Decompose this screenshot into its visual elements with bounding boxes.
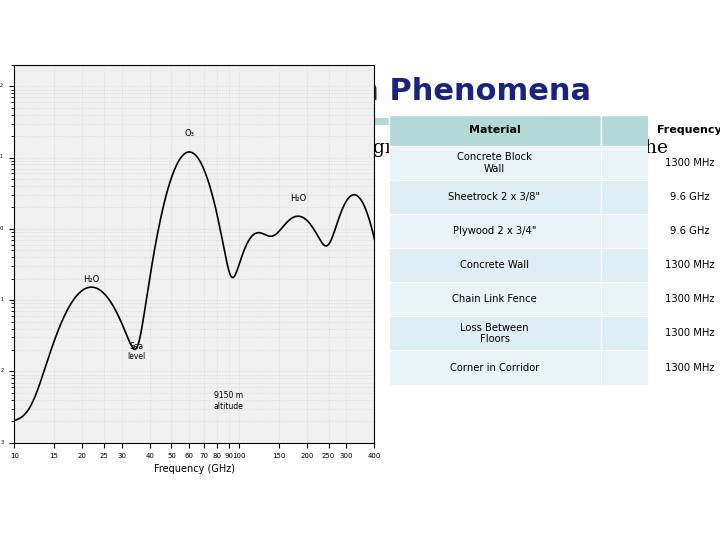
- Text: 1300 MHz: 1300 MHz: [665, 294, 714, 305]
- FancyBboxPatch shape: [389, 248, 600, 282]
- Text: 1300 MHz: 1300 MHz: [665, 260, 714, 270]
- Text: 1300 MHz: 1300 MHz: [665, 362, 714, 373]
- Text: Attenuation→  decrease in signal power due to losses in the: Attenuation→ decrease in signal power du…: [104, 139, 668, 157]
- FancyBboxPatch shape: [600, 282, 720, 316]
- Text: Frequency: Frequency: [657, 125, 720, 136]
- FancyBboxPatch shape: [90, 65, 648, 119]
- FancyBboxPatch shape: [600, 146, 720, 180]
- FancyBboxPatch shape: [600, 180, 720, 214]
- Text: 1300 MHz: 1300 MHz: [665, 328, 714, 339]
- Text: Chain Link Fence: Chain Link Fence: [452, 294, 537, 305]
- X-axis label: Frequency (GHz): Frequency (GHz): [154, 464, 235, 474]
- Text: Corner in Corridor: Corner in Corridor: [450, 362, 539, 373]
- FancyBboxPatch shape: [600, 350, 720, 384]
- Text: O₃: O₃: [184, 129, 194, 138]
- Text: Concrete Block
Wall: Concrete Block Wall: [457, 152, 532, 174]
- FancyBboxPatch shape: [600, 114, 720, 146]
- FancyBboxPatch shape: [600, 214, 720, 248]
- Text: propagation path.: propagation path.: [104, 168, 273, 186]
- Text: Plywood 2 x 3/4": Plywood 2 x 3/4": [453, 226, 536, 236]
- Text: H₂O: H₂O: [290, 193, 306, 202]
- Text: 9.6 GHz: 9.6 GHz: [670, 192, 710, 202]
- Text: Sea
level: Sea level: [127, 341, 145, 361]
- FancyBboxPatch shape: [389, 282, 600, 316]
- FancyBboxPatch shape: [389, 214, 600, 248]
- FancyBboxPatch shape: [90, 118, 648, 125]
- Text: 9.6 GHz: 9.6 GHz: [670, 226, 710, 236]
- Text: Concrete Wall: Concrete Wall: [460, 260, 529, 270]
- Text: 1300 MHz: 1300 MHz: [665, 158, 714, 168]
- Text: Loss Between
Floors: Loss Between Floors: [460, 322, 529, 344]
- Text: H₂O: H₂O: [84, 275, 99, 284]
- Text: 5.3 Propagation Phenomena: 5.3 Propagation Phenomena: [104, 77, 591, 106]
- FancyBboxPatch shape: [389, 146, 600, 180]
- FancyBboxPatch shape: [600, 248, 720, 282]
- Text: 9150 m
altitude: 9150 m altitude: [214, 392, 244, 411]
- FancyBboxPatch shape: [389, 180, 600, 214]
- Text: Sheetrock 2 x 3/8": Sheetrock 2 x 3/8": [449, 192, 541, 202]
- FancyBboxPatch shape: [600, 316, 720, 350]
- FancyBboxPatch shape: [389, 350, 600, 384]
- FancyBboxPatch shape: [90, 125, 648, 481]
- FancyBboxPatch shape: [389, 114, 600, 146]
- FancyBboxPatch shape: [389, 316, 600, 350]
- Text: Material: Material: [469, 125, 521, 136]
